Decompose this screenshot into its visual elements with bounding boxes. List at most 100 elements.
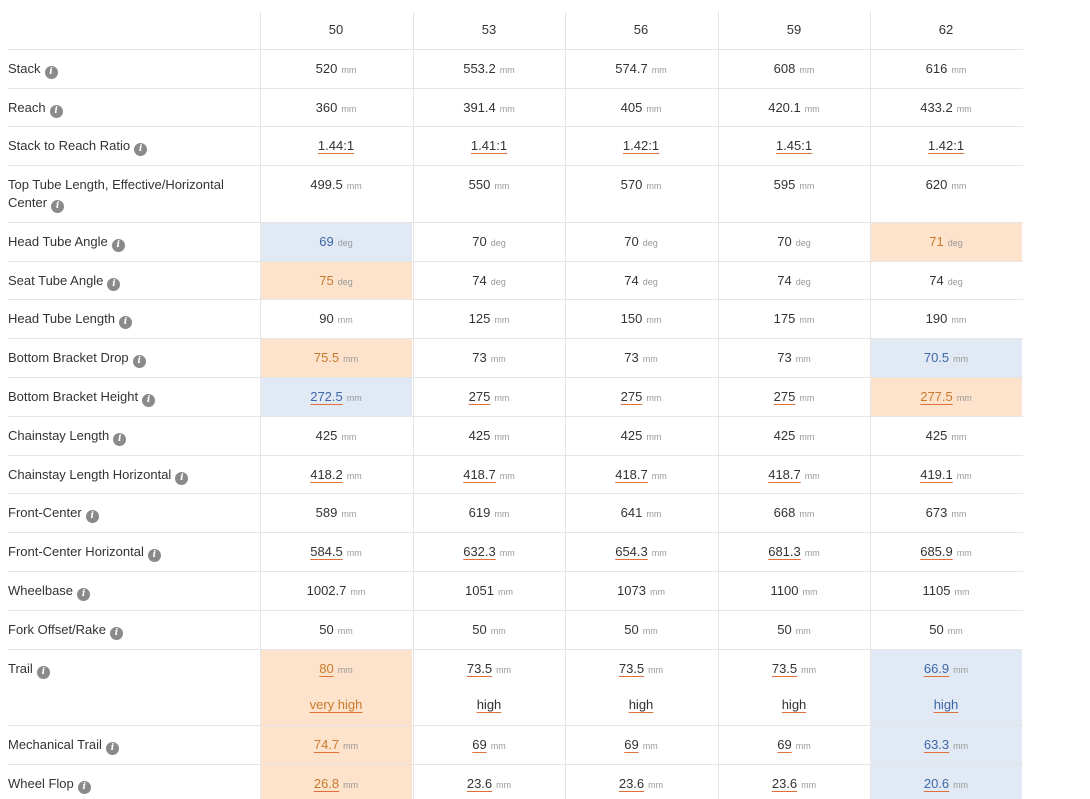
value-cell: 1.42:1	[565, 127, 717, 165]
value-cell: 570 mm	[565, 166, 717, 222]
unit-label: mm	[802, 587, 818, 597]
measurement-value[interactable]: 685.9	[920, 544, 953, 559]
measurement-value[interactable]: 654.3	[615, 544, 648, 559]
info-circle-icon[interactable]: i	[51, 200, 65, 213]
measurement-value[interactable]: 275	[620, 389, 643, 404]
measurement-value[interactable]: 272.5	[310, 389, 343, 404]
measurement-value[interactable]: 23.6	[618, 776, 645, 791]
rating-label[interactable]: high	[781, 697, 807, 712]
measurement-value[interactable]: 26.8	[313, 776, 340, 791]
measurement-value: 70.5	[923, 350, 950, 365]
info-circle-icon[interactable]: i	[77, 588, 91, 601]
value-cell: 1105 mm	[870, 572, 1022, 610]
unit-label: mm	[801, 665, 817, 675]
info-circle-icon[interactable]: i	[118, 316, 132, 329]
measurement-value: 74	[777, 273, 792, 288]
info-circle-icon[interactable]: i	[36, 666, 50, 679]
measurement-value[interactable]: 1.42:1	[927, 138, 965, 153]
value-cell: 26.8 mm	[260, 765, 412, 799]
rating-label[interactable]: very high	[309, 697, 363, 712]
info-circle-icon[interactable]: i	[107, 278, 121, 291]
info-circle-icon[interactable]: i	[44, 66, 58, 79]
info-circle-icon[interactable]: i	[132, 355, 146, 368]
measurement-value[interactable]: 418.7	[615, 467, 648, 482]
value-line: 73.5 mm	[413, 660, 565, 679]
measurement-value[interactable]: 69	[472, 737, 487, 752]
measurement-value[interactable]: 73.5	[618, 661, 645, 676]
measurement-value[interactable]: 681.3	[768, 544, 801, 559]
value-cell: 1.44:1	[260, 127, 412, 165]
measurement-value[interactable]: 418.7	[463, 467, 496, 482]
measurement-value[interactable]: 73.5	[771, 661, 798, 676]
measurement-value: 420.1	[768, 100, 801, 115]
value-cell: 553.2 mm	[413, 50, 565, 88]
measurement-value[interactable]: 418.7	[768, 467, 801, 482]
value-cell: 420.1 mm	[718, 89, 870, 126]
info-circle-icon[interactable]: i	[85, 510, 99, 523]
measurement-value[interactable]: 73.5	[466, 661, 493, 676]
rating-label[interactable]: high	[628, 697, 654, 712]
info-circle-icon[interactable]: i	[147, 549, 161, 562]
value-cell: 425 mm	[260, 417, 412, 455]
info-circle-icon[interactable]: i	[110, 627, 124, 640]
measurement-value[interactable]: 23.6	[466, 776, 493, 791]
rating-label[interactable]: high	[933, 697, 959, 712]
unit-label: deg	[337, 277, 353, 287]
measurement-value[interactable]: 419.1	[920, 467, 953, 482]
unit-label: mm	[499, 65, 515, 75]
info-circle-icon[interactable]: i	[142, 394, 156, 407]
measurement-value[interactable]: 80	[319, 661, 334, 676]
value-line: 1100 mm	[718, 582, 870, 601]
value-cell: 616 mm	[870, 50, 1022, 88]
unit-label: mm	[951, 509, 967, 519]
unit-label: mm	[947, 626, 963, 636]
info-circle-icon[interactable]: i	[175, 472, 189, 485]
measurement-value[interactable]: 275	[468, 389, 491, 404]
measurement-value[interactable]: 69	[777, 737, 792, 752]
measurement-value[interactable]: 63.3	[923, 737, 950, 752]
value-cell: 90 mm	[260, 300, 412, 338]
value-cell: 595 mm	[718, 166, 870, 222]
measurement-value[interactable]: 69	[624, 737, 639, 752]
value-cell: 74 deg	[718, 262, 870, 299]
measurement-value[interactable]: 277.5	[920, 389, 953, 404]
value-line: 1105 mm	[870, 582, 1022, 601]
measurement-value[interactable]: 418.2	[310, 467, 343, 482]
unit-label: mm	[799, 315, 815, 325]
info-circle-icon[interactable]: i	[49, 105, 63, 118]
unit-label: mm	[490, 626, 506, 636]
info-circle-icon[interactable]: i	[111, 239, 125, 252]
info-circle-icon[interactable]: i	[134, 143, 148, 156]
unit-label: deg	[337, 238, 353, 248]
measurement-value: 425	[773, 428, 796, 443]
measurement-value: 1002.7	[306, 583, 347, 598]
column-divider	[565, 12, 566, 799]
value-cell: 272.5 mm	[260, 378, 412, 416]
measurement-value[interactable]: 74.7	[313, 737, 340, 752]
value-line: 641 mm	[565, 504, 717, 523]
row-label: Seat Tube Angle i	[8, 262, 260, 291]
measurement-value[interactable]: 584.5	[310, 544, 343, 559]
unit-label: mm	[494, 432, 510, 442]
measurement-value[interactable]: 1.41:1	[470, 138, 508, 153]
measurement-value[interactable]: 1.44:1	[317, 138, 355, 153]
measurement-value: 70	[624, 234, 639, 249]
value-cell: 391.4 mm	[413, 89, 565, 126]
info-circle-icon[interactable]: i	[77, 781, 91, 794]
measurement-value[interactable]: 632.3	[463, 544, 496, 559]
unit-label: mm	[346, 548, 362, 558]
measurement-value: 405	[620, 100, 643, 115]
measurement-value[interactable]: 23.6	[771, 776, 798, 791]
info-circle-icon[interactable]: i	[105, 742, 119, 755]
measurement-value[interactable]: 1.45:1	[775, 138, 813, 153]
measurement-value[interactable]: 1.42:1	[622, 138, 660, 153]
value-line: 175 mm	[718, 310, 870, 329]
value-line: 619 mm	[413, 504, 565, 523]
rating-label[interactable]: high	[476, 697, 502, 712]
measurement-value[interactable]: 66.9	[923, 661, 950, 676]
measurement-value[interactable]: 275	[773, 389, 796, 404]
measurement-value[interactable]: 20.6	[923, 776, 950, 791]
info-circle-icon[interactable]: i	[113, 433, 127, 446]
value-cell: 71 deg	[870, 223, 1022, 261]
value-cell: 125 mm	[413, 300, 565, 338]
